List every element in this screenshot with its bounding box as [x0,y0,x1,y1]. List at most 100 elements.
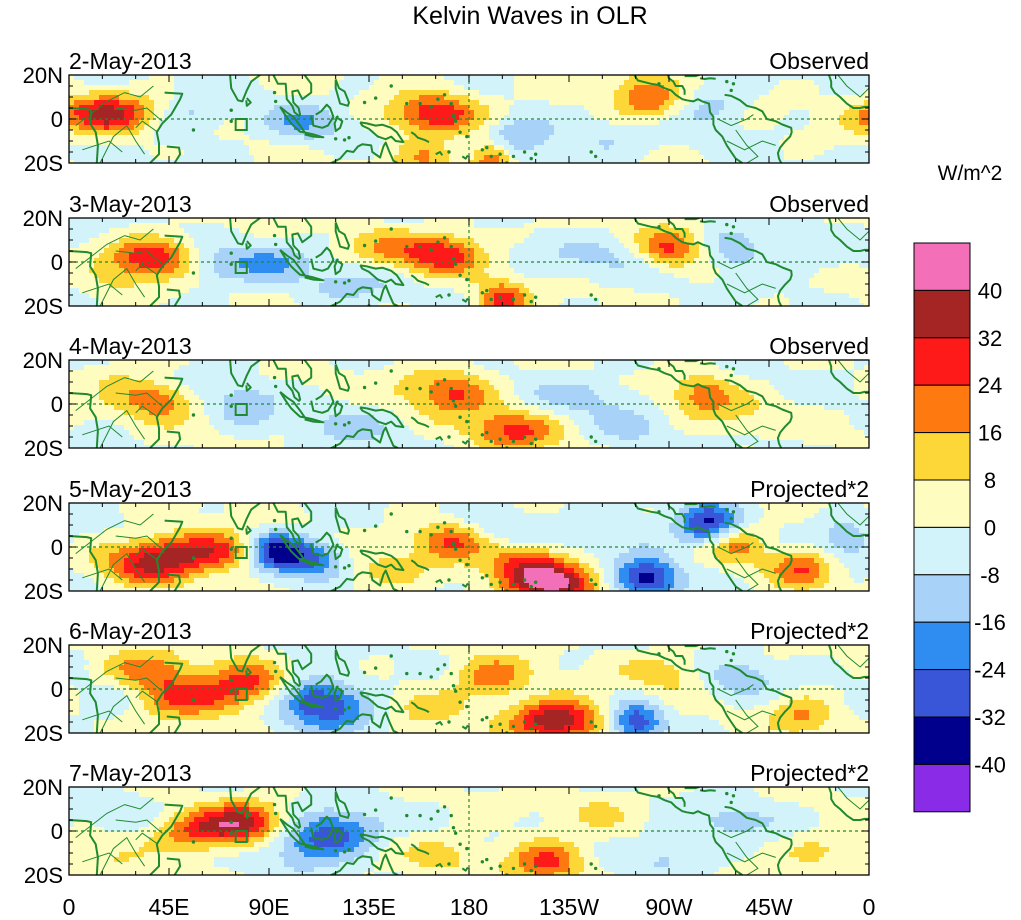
olr-cell [409,248,415,254]
olr-cell [454,283,460,289]
olr-cell [199,145,205,151]
olr-cell [199,155,205,161]
olr-cell [349,233,355,239]
olr-cell [94,95,100,101]
olr-cell [599,273,605,279]
olr-cell [349,90,355,96]
olr-cell [559,110,565,116]
olr-cell [244,283,250,289]
olr-cell [514,258,520,264]
olr-cell [359,248,365,254]
olr-cell [489,233,495,239]
olr-cell [189,80,195,86]
olr-cell [494,85,500,91]
olr-cell [494,140,500,146]
olr-cell [554,218,560,224]
olr-cell [454,160,460,163]
olr-cell [159,248,165,254]
olr-cell [439,273,445,279]
olr-cell [784,80,790,86]
olr-cell [124,105,130,111]
olr-cell [519,85,525,91]
olr-cell [469,155,475,161]
olr-cell [694,90,700,96]
olr-cell [444,298,450,304]
olr-cell [364,288,370,294]
olr-cell [184,145,190,151]
olr-cell [769,160,775,163]
olr-cell [274,263,280,269]
olr-cell [739,155,745,161]
olr-cell [249,293,255,299]
olr-cell [434,218,440,224]
olr-cell [449,150,455,156]
olr-cell [829,135,835,141]
olr-cell [339,105,345,111]
olr-cell [209,80,215,86]
olr-cell [184,95,190,101]
olr-cell [704,130,710,136]
olr-cell [569,155,575,161]
olr-cell [274,160,280,163]
olr-cell [659,130,665,136]
olr-cell [494,95,500,101]
olr-cell [224,75,230,81]
olr-cell [729,145,735,151]
olr-cell [339,130,345,136]
olr-cell [299,80,305,86]
olr-cell [224,80,230,86]
olr-cell [344,228,350,234]
olr-cell [474,75,480,81]
olr-cell [819,160,825,163]
olr-cell [469,298,475,304]
olr-cell [544,258,550,264]
olr-cell [194,125,200,131]
olr-cell [329,100,335,106]
olr-cell [544,90,550,96]
olr-cell [324,100,330,106]
olr-cell [89,303,95,306]
olr-cell [359,90,365,96]
olr-cell [154,155,160,161]
olr-cell [174,283,180,289]
olr-cell [519,293,525,299]
olr-cell [124,248,130,254]
olr-cell [434,75,440,81]
olr-cell [259,303,265,306]
olr-cell [504,150,510,156]
olr-cell [129,115,135,121]
olr-cell [79,273,85,279]
olr-cell [724,155,730,161]
olr-cell [279,140,285,146]
olr-cell [344,75,350,81]
olr-cell [449,233,455,239]
olr-cell [814,85,820,91]
olr-cell [179,293,185,299]
olr-cell [194,105,200,111]
olr-cell [354,155,360,161]
olr-cell [689,80,695,86]
olr-cell [494,160,500,163]
olr-cell [224,303,230,306]
olr-cell [369,258,375,264]
olr-cell [159,253,165,259]
olr-cell [724,115,730,121]
olr-cell [859,90,865,96]
olr-cell [584,155,590,161]
olr-cell [614,155,620,161]
olr-cell [639,150,645,156]
olr-cell [269,155,275,161]
olr-cell [719,80,725,86]
olr-cell [234,110,240,116]
olr-cell [514,243,520,249]
olr-cell [154,258,160,264]
olr-cell [644,125,650,131]
olr-cell [679,105,685,111]
olr-cell [654,110,660,116]
olr-cell [124,238,130,244]
olr-cell [124,293,130,299]
olr-cell [224,145,230,151]
olr-cell [469,125,475,131]
olr-cell [754,90,760,96]
olr-cell [269,283,275,289]
